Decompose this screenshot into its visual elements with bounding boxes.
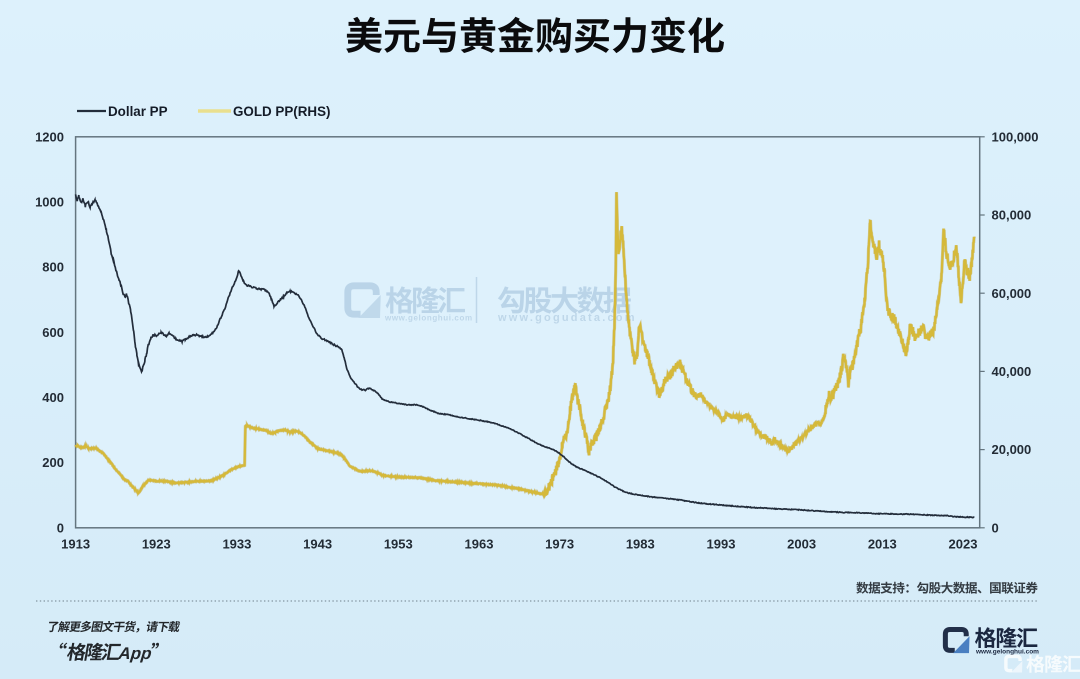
svg-text:200: 200 — [42, 455, 64, 470]
svg-text:80,000: 80,000 — [992, 208, 1032, 223]
svg-text:800: 800 — [42, 260, 64, 275]
svg-text:1953: 1953 — [384, 537, 413, 552]
svg-text:1993: 1993 — [707, 537, 736, 552]
svg-text:0: 0 — [992, 520, 999, 535]
svg-text:600: 600 — [42, 325, 64, 340]
svg-text:20,000: 20,000 — [992, 442, 1032, 457]
svg-text:1923: 1923 — [142, 537, 171, 552]
svg-text:App: App — [117, 644, 153, 663]
svg-text:1963: 1963 — [465, 537, 494, 552]
svg-text:1200: 1200 — [35, 129, 64, 144]
svg-text:2013: 2013 — [868, 537, 897, 552]
svg-text:2023: 2023 — [949, 537, 978, 552]
svg-text:www.gelonghui.com: www.gelonghui.com — [975, 649, 1039, 656]
svg-text:1933: 1933 — [222, 537, 251, 552]
svg-text:1983: 1983 — [626, 537, 655, 552]
svg-text:www.gelonghui.com: www.gelonghui.com — [384, 314, 473, 323]
svg-text:www.gogudata.com: www.gogudata.com — [497, 312, 637, 324]
svg-text:1973: 1973 — [545, 537, 574, 552]
svg-text:Dollar PP: Dollar PP — [108, 104, 168, 119]
svg-text:400: 400 — [42, 390, 64, 405]
svg-text:1000: 1000 — [35, 195, 64, 210]
svg-text:0: 0 — [57, 520, 64, 535]
svg-text:1943: 1943 — [303, 537, 332, 552]
svg-text:GOLD PP(RHS): GOLD PP(RHS) — [233, 104, 330, 119]
svg-text:40,000: 40,000 — [992, 364, 1032, 379]
svg-text:100,000: 100,000 — [992, 129, 1039, 144]
svg-text:1913: 1913 — [61, 537, 90, 552]
svg-text:60,000: 60,000 — [992, 286, 1032, 301]
svg-text:2003: 2003 — [787, 537, 816, 552]
